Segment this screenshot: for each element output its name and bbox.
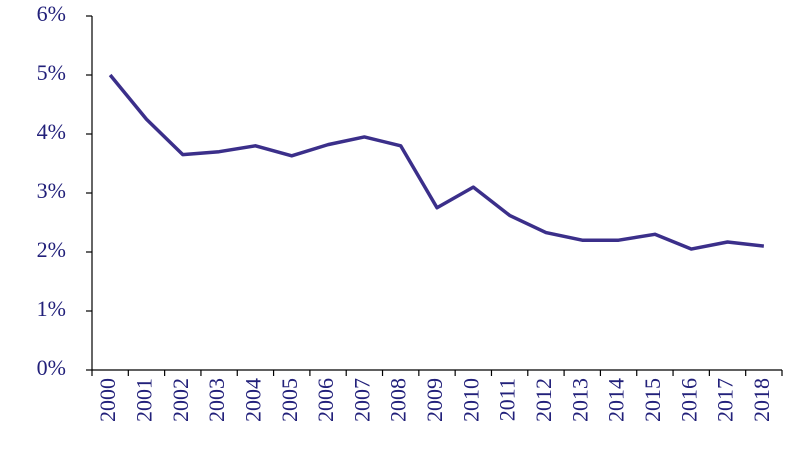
x-tick-label: 2007 xyxy=(349,378,374,422)
x-tick-label: 2010 xyxy=(458,378,483,422)
x-tick-label: 2017 xyxy=(713,378,738,422)
y-tick-label: 6% xyxy=(37,1,66,26)
x-tick-label: 2003 xyxy=(204,378,229,422)
y-tick-label: 3% xyxy=(37,178,66,203)
x-tick-label: 2004 xyxy=(240,378,265,422)
x-tick-label: 2013 xyxy=(567,378,592,422)
x-tick-label: 2016 xyxy=(676,378,701,422)
x-tick-label: 2009 xyxy=(422,378,447,422)
x-tick-label: 2000 xyxy=(95,378,120,422)
x-tick-label: 2012 xyxy=(531,378,556,422)
x-tick-label: 2011 xyxy=(495,378,520,421)
x-tick-label: 2005 xyxy=(277,378,302,422)
x-tick-label: 2014 xyxy=(604,378,629,422)
x-tick-label: 2006 xyxy=(313,378,338,422)
y-tick-label: 4% xyxy=(37,119,66,144)
data-line xyxy=(108,73,765,251)
x-tick-label: 2015 xyxy=(640,378,665,422)
x-tick-label: 2001 xyxy=(132,378,157,422)
y-tick-label: 2% xyxy=(37,237,66,262)
y-tick-label: 0% xyxy=(37,355,66,380)
x-tick-label: 2018 xyxy=(749,378,774,422)
y-tick-label: 1% xyxy=(37,296,66,321)
x-tick-label: 2002 xyxy=(168,378,193,422)
y-tick-label: 5% xyxy=(37,60,66,85)
x-tick-label: 2008 xyxy=(386,378,411,422)
